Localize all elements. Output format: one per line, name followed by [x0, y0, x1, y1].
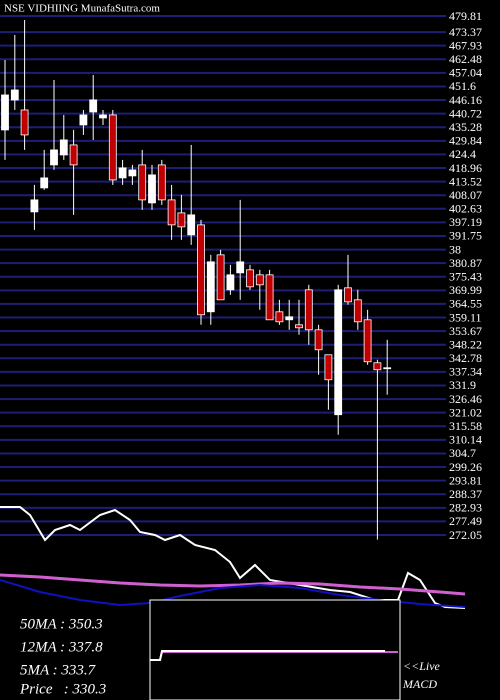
y-tick-label: 299.26: [449, 460, 482, 474]
candle-body: [353, 299, 362, 323]
macd-line: [150, 650, 385, 661]
candle-body: [197, 224, 205, 316]
candle-body: [324, 354, 333, 381]
y-tick-label: 440.72: [449, 106, 482, 120]
y-tick-label: 435.28: [449, 120, 482, 134]
candle-body: [20, 109, 29, 136]
y-tick-label: 321.02: [449, 405, 482, 419]
candle-body: [246, 269, 254, 288]
y-tick-label: 277.49: [449, 514, 482, 528]
y-tick-label: 473.37: [449, 25, 482, 39]
candle-body: [236, 261, 245, 274]
candle-body: [255, 274, 264, 286]
ma-label: Price : 330.3: [19, 681, 106, 697]
candle-body: [89, 99, 98, 113]
y-tick-label: 462.48: [449, 52, 482, 66]
y-tick-label: 391.75: [449, 229, 482, 243]
candle-body: [216, 254, 225, 301]
y-tick-label: 380.87: [449, 256, 482, 270]
y-tick-label: 413.52: [449, 174, 482, 188]
candle-body: [157, 164, 166, 201]
candles: [1, 20, 392, 540]
candle-body: [373, 362, 382, 371]
candle-body: [177, 212, 186, 228]
y-tick-label: 353.67: [449, 324, 482, 338]
grid: 479.81 473.37467.93462.48457.04451.6446.1…: [0, 9, 482, 542]
candle-body: [383, 367, 392, 370]
candle-body: [138, 164, 147, 201]
y-tick-label: 369.99: [449, 283, 482, 297]
candle-body: [187, 214, 196, 236]
candle-body: [275, 311, 284, 323]
y-tick-label: 424.4: [449, 147, 476, 161]
candle-body: [59, 139, 68, 156]
candle-body: [79, 114, 88, 126]
y-tick-label: 304.7: [449, 446, 476, 460]
macd-label: MACD: [402, 677, 437, 691]
candle-body: [108, 114, 117, 181]
y-tick-label: 467.93: [449, 38, 482, 52]
y-tick-label: 479.81: [449, 9, 482, 23]
candle-body: [50, 149, 58, 166]
indicator-line: [0, 506, 466, 609]
ma-label: 12MA : 337.8: [20, 639, 103, 655]
candle-body: [69, 144, 78, 166]
y-tick-label: 359.11: [449, 310, 482, 324]
y-tick-label: 326.46: [449, 392, 482, 406]
y-tick-label: 293.81: [449, 473, 482, 487]
candle-body: [314, 329, 323, 351]
live-label: <<Live: [403, 659, 441, 673]
candle-body: [206, 261, 215, 313]
ma-line: [0, 573, 466, 596]
y-tick-label: 457.04: [449, 66, 482, 80]
ma-label: 5MA : 333.7: [20, 662, 97, 678]
candle-body: [226, 274, 235, 291]
candle-body: [363, 319, 372, 363]
candle-body: [295, 324, 303, 329]
y-tick-label: 446.16: [449, 93, 482, 107]
y-tick-label: 402.63: [449, 202, 482, 216]
candle-body: [344, 287, 352, 303]
y-tick-label: 315.58: [449, 419, 482, 433]
candle-body: [10, 89, 19, 101]
y-tick-label: 38: [449, 242, 461, 256]
y-tick-label: 337.34: [449, 365, 482, 379]
candle-body: [40, 177, 49, 189]
candle-body: [148, 174, 156, 204]
candle-body: [167, 199, 176, 226]
candle-body: [30, 199, 39, 213]
y-tick-label: 331.9: [449, 378, 476, 392]
candle-body: [99, 114, 107, 119]
candle-body: [304, 289, 313, 331]
y-tick-label: 364.55: [449, 297, 482, 311]
y-tick-label: 429.84: [449, 134, 482, 148]
y-tick-label: 375.43: [449, 269, 482, 283]
y-tick-label: 397.19: [449, 215, 482, 229]
y-tick-label: 310.14: [449, 433, 482, 447]
y-tick-label: 272.05: [449, 528, 482, 542]
y-tick-label: 451.6: [449, 79, 476, 93]
y-tick-label: 342.78: [449, 351, 482, 365]
y-tick-label: 288.37: [449, 487, 482, 501]
candle-body: [334, 289, 343, 416]
ma-label: 50MA : 350.3: [20, 616, 103, 632]
candle-body: [128, 169, 137, 177]
candle-body: [285, 316, 294, 321]
candle-body: [118, 167, 127, 179]
y-tick-label: 282.93: [449, 501, 482, 515]
candle-body: [1, 94, 9, 131]
candle-body: [265, 274, 274, 321]
y-tick-label: 408.07: [449, 188, 482, 202]
chart-title: NSE VIDHIING MunafaSutra.com: [4, 3, 160, 15]
y-tick-label: 418.96: [449, 161, 482, 175]
y-tick-label: 348.22: [449, 337, 482, 351]
